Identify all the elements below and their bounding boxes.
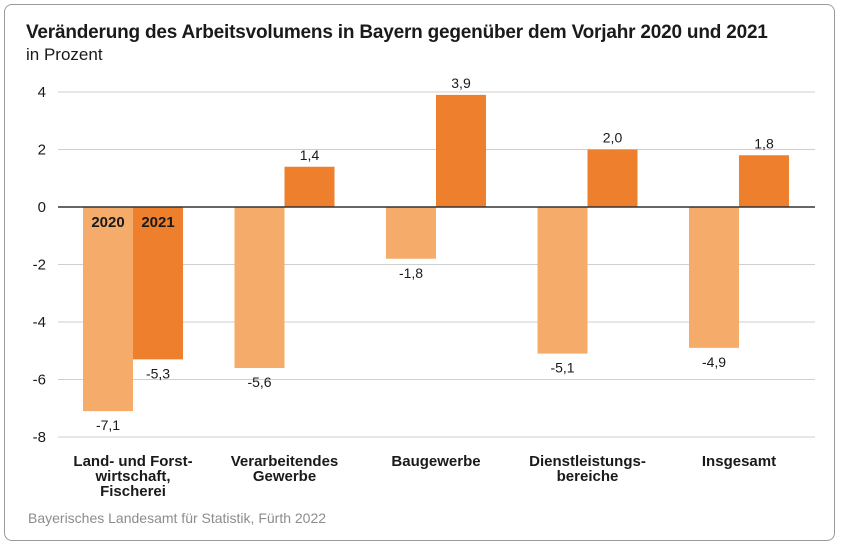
bar-2021	[587, 149, 638, 207]
category-label: bereiche	[557, 468, 619, 485]
bar-2020	[386, 207, 436, 259]
category-label: Gewerbe	[253, 468, 316, 485]
category-label: Land- und Forst-	[73, 453, 192, 470]
y-tick-label: 4	[38, 84, 46, 101]
y-tick-label: 0	[38, 199, 46, 216]
y-tick-label: -6	[33, 372, 46, 389]
series-labels: 2020 2021	[91, 214, 174, 231]
bar-2021	[133, 207, 183, 360]
category-label: Fischerei	[100, 483, 166, 500]
bar-2020	[234, 207, 285, 368]
chart-subtitle: in Prozent	[26, 45, 103, 64]
category-label: Dienstleistungs-	[529, 453, 646, 470]
y-tick-label: 2	[38, 142, 46, 159]
value-label-2021: 3,9	[451, 75, 471, 91]
value-label-2021: -5,3	[146, 365, 170, 381]
bar-2020	[689, 207, 739, 348]
bar-2021	[436, 94, 486, 207]
value-label-2020: -5,6	[247, 374, 271, 390]
category-label: wirtschaft,	[94, 468, 170, 485]
value-label-2020: -4,9	[702, 354, 726, 370]
bar-2021	[739, 155, 789, 207]
bars	[83, 94, 789, 412]
y-tick-label: -8	[33, 429, 46, 446]
series-label-2021: 2021	[141, 214, 174, 231]
y-tick-label: -4	[33, 314, 46, 331]
category-label: Baugewerbe	[391, 453, 480, 470]
value-label-2020: -7,1	[96, 417, 120, 433]
value-label-2020: -5,1	[550, 360, 574, 376]
value-labels: -7,1 -5,6 -1,8 -5,1 -4,9 -5,3 1,4 3,9 2,0 1,8	[96, 75, 774, 433]
category-labels: Land- und Forst-wirtschaft,Fischerei Vera…	[73, 453, 776, 500]
value-label-2020: -1,8	[399, 265, 423, 281]
y-tick-label: -2	[33, 257, 46, 274]
chart-title: Veränderung des Arbeitsvolumens in Bayer…	[26, 22, 768, 43]
value-label-2021: 2,0	[603, 130, 623, 146]
category-label: Insgesamt	[702, 453, 776, 470]
bar-2020	[83, 207, 133, 412]
bar-2021	[284, 166, 335, 207]
gridlines	[58, 91, 815, 438]
source-note: Bayerisches Landesamt für Statistik, Für…	[28, 510, 327, 526]
value-label-2021: 1,4	[300, 147, 320, 163]
category-label: Verarbeitendes	[231, 453, 339, 470]
y-axis-ticks: 4 2 0 -2 -4 -6 -8	[33, 84, 46, 446]
bar-2020	[537, 207, 588, 354]
value-label-2021: 1,8	[754, 135, 774, 151]
series-label-2020: 2020	[91, 214, 124, 231]
